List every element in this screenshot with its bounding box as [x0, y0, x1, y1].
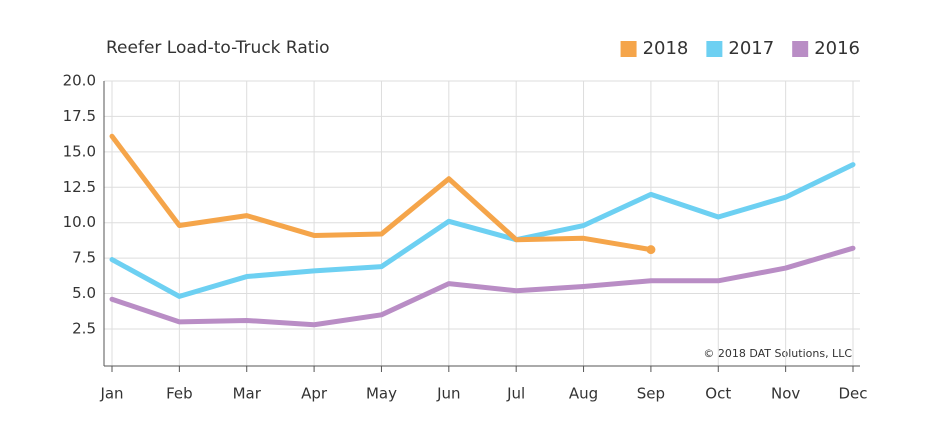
- y-tick-label: 10.0: [63, 213, 96, 231]
- legend-label: 2017: [728, 38, 774, 59]
- legend-label: 2016: [814, 38, 860, 59]
- x-tick-label: Sep: [637, 385, 665, 403]
- legend-swatch: [792, 41, 809, 57]
- x-tick-label: Nov: [771, 385, 800, 403]
- legend-label: 2018: [643, 38, 689, 59]
- x-tick-label: Mar: [233, 385, 262, 403]
- x-tick-label: Jun: [436, 385, 460, 403]
- copyright: © 2018 DAT Solutions, LLC: [703, 347, 852, 360]
- x-tick-label: Jan: [99, 385, 123, 403]
- x-tick-label: Apr: [301, 385, 328, 403]
- y-tick-label: 15.0: [63, 142, 96, 160]
- series-line: [109, 162, 856, 299]
- y-tick-label: 17.5: [63, 107, 96, 125]
- y-tick-label: 2.5: [72, 319, 96, 337]
- end-point: [646, 245, 656, 255]
- legend-swatch: [620, 41, 637, 57]
- x-tick-label: Aug: [569, 385, 598, 403]
- y-tick-label: 20.0: [63, 72, 96, 90]
- x-tick-label: Jul: [506, 385, 525, 403]
- legend-swatch: [706, 41, 723, 57]
- y-tick-label: 12.5: [63, 178, 96, 196]
- x-tick-label: Feb: [166, 385, 193, 403]
- series-line: [109, 133, 654, 253]
- series-line: [109, 245, 856, 328]
- y-tick-label: 5.0: [72, 284, 96, 302]
- x-tick-label: Oct: [705, 385, 731, 403]
- x-tick-label: Dec: [838, 385, 867, 403]
- x-tick-label: May: [366, 385, 397, 403]
- chart-title: Reefer Load-to-Truck Ratio: [106, 38, 330, 58]
- y-tick-label: 7.5: [72, 249, 96, 267]
